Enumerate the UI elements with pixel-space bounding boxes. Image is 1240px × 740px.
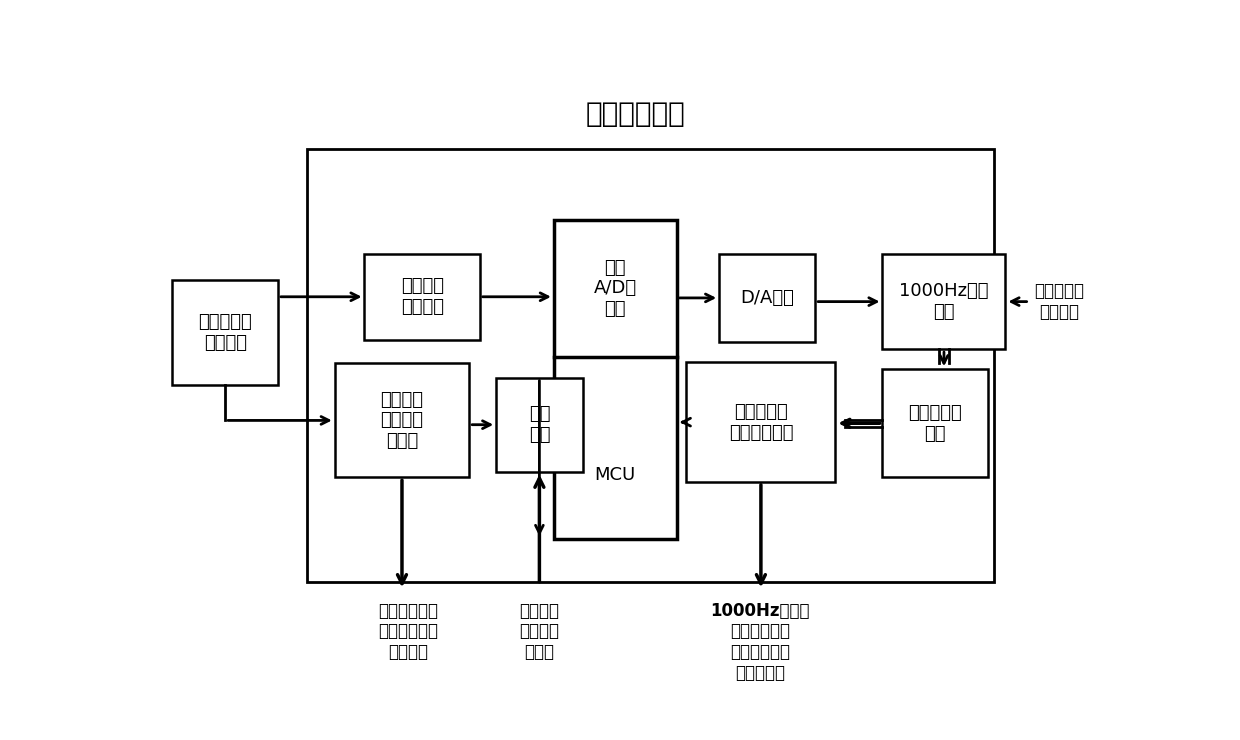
Text: 电压采样
光耦隔离: 电压采样 光耦隔离 — [401, 278, 444, 316]
Bar — [172, 280, 278, 385]
Text: 高压电压、电
流监测信号送
至上位机: 高压电压、电 流监测信号送 至上位机 — [378, 602, 438, 662]
Text: 电压、电流
采样光耦隔离: 电压、电流 采样光耦隔离 — [729, 403, 794, 442]
Text: 片内
A/D转
换器: 片内 A/D转 换器 — [594, 259, 637, 318]
Text: 1000Hz中频电
源输出电压、
电流监控信号
送至上位机: 1000Hz中频电 源输出电压、 电流监控信号 送至上位机 — [711, 602, 810, 682]
Bar — [719, 254, 815, 342]
Bar — [496, 377, 583, 471]
Bar — [554, 220, 677, 539]
Text: 闭环稳压模块: 闭环稳压模块 — [585, 101, 686, 129]
Text: 来自上位机
开关信号: 来自上位机 开关信号 — [1034, 282, 1084, 320]
Text: MCU: MCU — [595, 466, 636, 484]
Bar — [883, 369, 988, 477]
Bar — [883, 254, 1006, 349]
Text: 光耦
隔离: 光耦 隔离 — [528, 406, 551, 444]
Bar — [687, 363, 836, 482]
Text: 电压、电流
采样: 电压、电流 采样 — [909, 404, 962, 443]
Bar — [335, 363, 469, 477]
Text: 电压、电
流采样光
耦隔离: 电压、电 流采样光 耦隔离 — [381, 391, 424, 450]
Bar — [365, 254, 480, 340]
Text: 高压电压、
电流采样: 高压电压、 电流采样 — [198, 313, 252, 352]
Bar — [306, 149, 994, 582]
Text: 来自上位
机高压调
节信号: 来自上位 机高压调 节信号 — [520, 602, 559, 662]
Text: D/A转换: D/A转换 — [740, 289, 794, 307]
Text: 1000Hz中频
电源: 1000Hz中频 电源 — [899, 282, 988, 321]
